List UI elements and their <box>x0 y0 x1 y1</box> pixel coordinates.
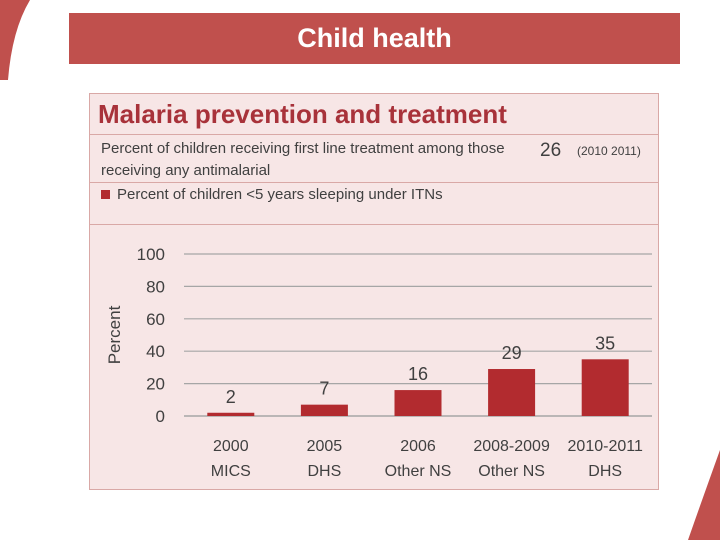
y-tick-label: 80 <box>146 277 165 296</box>
x-tick-label: MICS <box>211 463 251 480</box>
legend-swatch <box>101 190 110 199</box>
y-tick-label: 40 <box>146 342 165 361</box>
slide-title: Child health <box>297 23 452 53</box>
x-tick-label: Other NS <box>478 463 545 480</box>
chart-panel: Malaria prevention and treatment Percent… <box>89 93 659 490</box>
slide-corner-decoration-top-left <box>0 0 30 80</box>
data-label: 2 <box>226 387 236 407</box>
y-tick-label: 100 <box>137 245 165 264</box>
indicator-label: Percent of children receiving first line… <box>101 140 505 179</box>
bar <box>581 359 629 416</box>
legend-label: Percent of children <5 years sleeping un… <box>117 186 443 203</box>
y-tick-label: 0 <box>156 407 165 426</box>
y-tick-label: 60 <box>146 310 165 329</box>
x-tick-label: Other NS <box>385 463 452 480</box>
x-tick-label: 2006 <box>400 438 436 455</box>
divider <box>90 134 658 135</box>
divider <box>90 182 658 183</box>
y-axis-label: Percent <box>105 305 124 364</box>
x-tick-label: 2008-2009 <box>473 438 550 455</box>
indicator-value: 26 <box>540 140 562 161</box>
data-label: 35 <box>595 333 615 353</box>
x-tick-label: DHS <box>588 463 622 480</box>
indicator-years: (2010 2011) <box>577 144 641 158</box>
x-tick-label: 2005 <box>307 438 343 455</box>
bar <box>488 369 536 416</box>
divider <box>90 224 658 225</box>
x-tick-label: 2000 <box>213 438 249 455</box>
legend-entry: Percent of children <5 years sleeping un… <box>101 186 443 203</box>
data-label: 7 <box>319 379 329 399</box>
slide-title-bar: Child health <box>69 13 680 64</box>
x-tick-label: 2010-2011 <box>568 438 643 455</box>
panel-heading: Malaria prevention and treatment <box>98 99 507 129</box>
bar <box>207 412 255 416</box>
data-label: 16 <box>408 364 428 384</box>
slide-corner-decoration-bottom-right <box>688 450 720 540</box>
y-tick-label: 20 <box>146 375 165 394</box>
x-tick-label: DHS <box>308 463 342 480</box>
bar-chart: 0 20 40 60 80 100 Percent 2 2000 MICS 7 2005 DHS 16 20… <box>105 245 652 480</box>
bar <box>300 404 348 416</box>
data-label: 29 <box>502 343 522 363</box>
bar <box>394 390 442 416</box>
